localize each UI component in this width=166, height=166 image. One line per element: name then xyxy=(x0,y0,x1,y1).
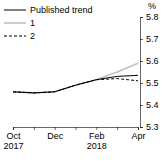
x-tick: Oct2017 xyxy=(3,127,23,151)
x-tick: Feb2018 xyxy=(87,127,107,151)
x-tick-mark xyxy=(117,127,118,130)
x-tick-label: Apr xyxy=(131,131,145,141)
y-tick-label: 5.6 xyxy=(146,56,159,66)
x-tick-mark xyxy=(34,127,35,130)
legend-swatch xyxy=(4,22,26,24)
x-tick-label: Oct2017 xyxy=(3,131,23,151)
y-tick-mark xyxy=(140,83,143,84)
x-tick-label: Feb2018 xyxy=(87,131,107,151)
x-tick-mark xyxy=(76,127,77,130)
x-tick xyxy=(117,127,118,130)
y-axis-line xyxy=(141,18,144,128)
y-tick-mark xyxy=(140,39,143,40)
y-axis: 5.3 5.4 5.5 5.6 5.7 5.8 xyxy=(140,12,159,132)
legend-swatch xyxy=(4,36,26,37)
x-tick-mark xyxy=(96,127,97,130)
y-tick-mark xyxy=(140,61,143,62)
legend: Published trend 1 2 xyxy=(4,5,93,41)
x-tick-mark xyxy=(138,127,139,130)
y-tick-label: 5.5 xyxy=(146,78,159,88)
y-tick: 5.6 xyxy=(140,56,159,66)
x-tick: Dec xyxy=(47,127,64,141)
x-tick: Apr xyxy=(131,127,145,141)
y-tick: 5.7 xyxy=(140,34,159,44)
y-tick-mark xyxy=(140,17,143,18)
y-tick-label: 5.4 xyxy=(146,100,159,110)
lines xyxy=(13,63,138,93)
x-tick xyxy=(34,127,35,130)
y-tick-mark xyxy=(140,105,143,106)
y-tick-mark xyxy=(140,127,143,128)
x-axis-line xyxy=(14,128,139,131)
x-tick-mark xyxy=(13,127,14,130)
series-line xyxy=(13,63,138,93)
chart: 5.3 5.4 5.5 5.6 5.7 5.8% Oct2017 Dec Feb2018 Apr P… xyxy=(0,0,166,166)
series-line xyxy=(13,75,138,93)
y-tick: 5.8 xyxy=(140,12,159,22)
legend-label: 1 xyxy=(30,18,35,28)
x-tick-mark xyxy=(55,127,56,130)
y-tick-label: 5.8 xyxy=(146,12,159,22)
y-tick: 5.5 xyxy=(140,78,159,88)
y-axis-title: % xyxy=(148,1,156,11)
legend-label: 2 xyxy=(30,31,35,41)
x-axis: Oct2017 Dec Feb2018 Apr xyxy=(3,127,145,151)
y-tick-label: 5.7 xyxy=(146,34,159,44)
x-tick-label: Dec xyxy=(47,131,64,141)
legend-swatch xyxy=(4,10,26,11)
x-tick xyxy=(76,127,77,130)
series-line xyxy=(13,79,138,93)
legend-label: Published trend xyxy=(30,5,93,15)
y-tick: 5.4 xyxy=(140,100,159,110)
y-tick-label: 5.3 xyxy=(146,122,159,132)
